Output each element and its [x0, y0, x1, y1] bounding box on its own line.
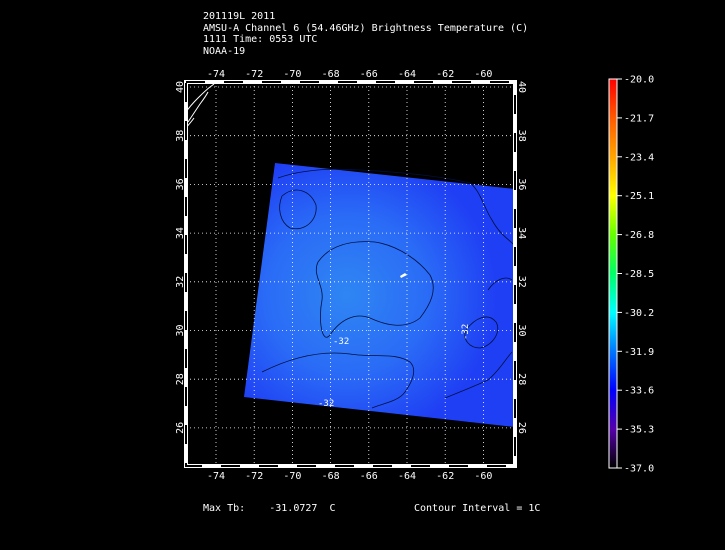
- lat-tick-label: 34: [175, 227, 186, 239]
- contour-line: [464, 316, 499, 349]
- lat-tick-label: 26: [516, 422, 527, 434]
- lon-tick-label: -60: [474, 69, 492, 80]
- lon-tick-label: -66: [360, 471, 378, 482]
- lat-labels-left: 40 38 36 34 32 30 28 26: [175, 81, 186, 434]
- lat-tick-label: 36: [516, 178, 527, 190]
- lon-tick-label: -68: [322, 69, 340, 80]
- lon-tick-label: -60: [474, 471, 492, 482]
- contour-line: [487, 277, 513, 291]
- warm-spot: [400, 273, 407, 278]
- colorbar-label: -26.8: [624, 230, 654, 241]
- lat-tick-label: 28: [516, 373, 527, 385]
- lon-tick-label: -72: [245, 69, 263, 80]
- lon-tick-label: -64: [398, 69, 416, 80]
- contour-line: [444, 351, 513, 399]
- lon-tick-label: -70: [283, 69, 301, 80]
- colorbar-label: -31.9: [624, 347, 654, 358]
- colorbar-label: -23.4: [624, 152, 654, 163]
- lon-labels-bottom: -74 -72 -70 -68 -66 -64 -62 -60: [207, 471, 492, 482]
- lat-tick-label: 38: [175, 130, 186, 142]
- colorbar-label: -21.7: [624, 113, 654, 124]
- lat-labels-right: 40 38 36 34 32 30 28 26: [516, 81, 527, 434]
- title-line-3: 1111 Time: 0553 UTC: [203, 34, 318, 45]
- colorbar-gradient: [608, 78, 618, 469]
- lat-tick-label: 30: [516, 324, 527, 336]
- lat-tick-label: 40: [175, 81, 186, 93]
- map-frame: [184, 80, 517, 468]
- colorbar-labels: -20.0 -21.7 -23.4 -25.1 -26.8 -28.5 -30.2 -31.9…: [617, 75, 654, 475]
- contour-line: [261, 352, 415, 409]
- contour-line: [277, 168, 515, 246]
- contour-label: -32: [461, 324, 471, 340]
- lat-tick-label: 36: [175, 178, 186, 190]
- lon-tick-label: -74: [207, 69, 225, 80]
- colorbar-label: -33.6: [624, 386, 654, 397]
- lat-tick-label: 30: [175, 324, 186, 336]
- brightness-swath: [244, 163, 515, 427]
- colorbar-label: -30.2: [624, 308, 654, 319]
- contour-lines: [261, 168, 515, 409]
- max-tb-label: Max Tb:: [203, 503, 246, 514]
- lon-tick-label: -72: [245, 471, 263, 482]
- max-tb-value: -31.0727: [269, 503, 318, 514]
- colorbar-label: -35.3: [624, 425, 654, 436]
- lon-tick-label: -74: [207, 471, 225, 482]
- contour-label: -32: [333, 337, 349, 347]
- colorbar-label: -28.5: [624, 269, 654, 280]
- contour-line: [279, 189, 317, 230]
- lat-tick-label: 40: [516, 81, 527, 93]
- lon-tick-label: -62: [436, 471, 454, 482]
- lat-tick-label: 32: [516, 276, 527, 288]
- max-tb-unit: C: [329, 503, 336, 514]
- contour-interval: Contour Interval = 1C: [414, 503, 541, 514]
- title-line-1: 201119L 2011: [203, 11, 276, 22]
- lat-lon-grid: [186, 82, 515, 466]
- frame-border-dashes: [185, 81, 516, 467]
- coastline: [186, 83, 215, 129]
- lat-tick-label: 28: [175, 373, 186, 385]
- title-line-4: NOAA-19: [203, 45, 246, 57]
- title-block: 201119L 2011 AMSU-A Channel 6 (54.46GHz)…: [203, 11, 528, 57]
- lat-tick-label: 32: [175, 276, 186, 288]
- lat-tick-label: 34: [516, 227, 527, 239]
- lon-labels-top: -74 -72 -70 -68 -66 -64 -62 -60: [207, 69, 492, 80]
- contour-line: [315, 241, 434, 338]
- title-line-2: AMSU-A Channel 6 (54.46GHz) Brightness T…: [203, 22, 529, 34]
- lon-tick-label: -66: [360, 69, 378, 80]
- colorbar-label: -25.1: [624, 191, 654, 202]
- lon-tick-label: -68: [322, 471, 340, 482]
- lon-tick-label: -70: [283, 471, 301, 482]
- lat-tick-label: 26: [175, 422, 186, 434]
- colorbar-label: -37.0: [624, 464, 654, 475]
- contour-label: -32: [318, 399, 334, 409]
- max-tb-readout: Max Tb: -31.0727 C: [203, 503, 336, 514]
- lon-tick-label: -64: [398, 471, 416, 482]
- lon-tick-label: -62: [436, 69, 454, 80]
- colorbar-label: -20.0: [624, 75, 654, 86]
- lat-tick-label: 38: [516, 130, 527, 142]
